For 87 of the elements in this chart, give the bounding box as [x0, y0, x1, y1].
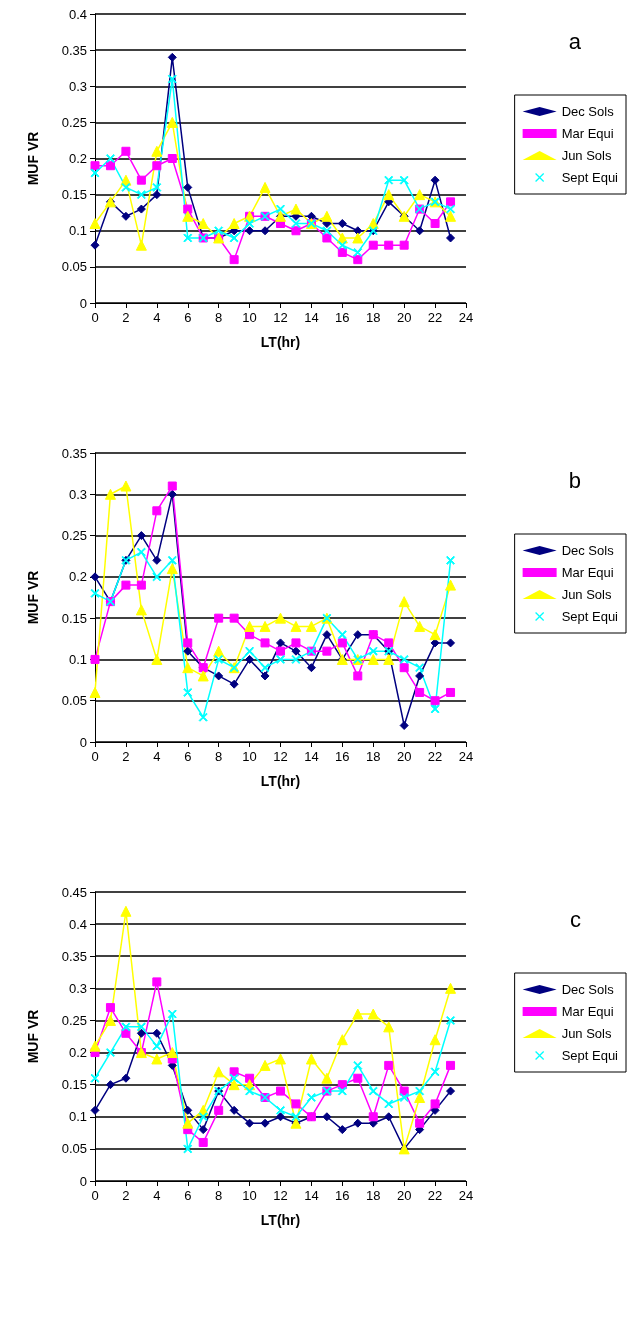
- legend-label: Jun Sols: [561, 1026, 612, 1041]
- x-tick-label: 6: [184, 310, 192, 325]
- x-tick-label: 18: [366, 310, 381, 325]
- x-tick-label: 12: [273, 1188, 288, 1203]
- legend-label: Sept Equi: [561, 1048, 619, 1063]
- x-tick-label: 18: [366, 749, 381, 764]
- x-tick-label: 16: [335, 310, 350, 325]
- y-tick-label: 0.1: [68, 223, 87, 239]
- y-tick-label: 0: [79, 734, 87, 750]
- x-tick-label: 16: [335, 749, 350, 764]
- y-axis-title: MUF VR: [25, 131, 41, 186]
- x-tick-label: 0: [91, 310, 99, 325]
- x-tick-label: 4: [153, 310, 161, 325]
- y-tick-label: 0.05: [61, 259, 87, 275]
- legend-label: Mar Equi: [561, 126, 614, 141]
- x-tick-label: 20: [396, 1188, 412, 1203]
- y-tick-label: 0.05: [61, 693, 87, 709]
- legend-label: Mar Equi: [561, 1004, 614, 1019]
- y-tick-label: 0.3: [68, 980, 87, 996]
- y-tick-label: 0.4: [68, 916, 87, 932]
- x-tick-label: 6: [184, 749, 192, 764]
- y-tick-label: 0: [79, 1173, 87, 1189]
- y-tick-label: 0.25: [61, 114, 87, 130]
- y-tick-label: 0.35: [61, 42, 87, 58]
- y-tick-label: 0.45: [61, 884, 87, 900]
- x-tick-label: 2: [122, 749, 130, 764]
- y-tick-label: 0.05: [61, 1141, 87, 1157]
- legend-label: Dec Sols: [561, 543, 615, 558]
- y-tick-label: 0.3: [68, 78, 87, 94]
- x-tick-label: 12: [273, 310, 288, 325]
- y-tick-label: 0.2: [68, 151, 87, 166]
- y-tick-label: 0.3: [68, 486, 87, 502]
- x-tick-label: 24: [458, 310, 474, 325]
- x-tick-label: 2: [122, 310, 130, 325]
- text: a: [568, 28, 582, 54]
- x-axis-title: LT(hr): [260, 773, 301, 789]
- y-tick-label: 0: [79, 295, 87, 311]
- x-tick-label: 22: [427, 749, 443, 764]
- x-tick-label: 0: [91, 1188, 99, 1203]
- y-axis-title: MUF VR: [25, 1009, 41, 1064]
- x-tick-label: 16: [335, 1188, 350, 1203]
- x-tick-label: 4: [153, 1188, 161, 1203]
- x-tick-label: 10: [242, 1188, 257, 1203]
- y-tick-label: 0.2: [68, 569, 87, 585]
- y-tick-label: 0.25: [61, 1012, 87, 1028]
- text: c: [570, 906, 581, 932]
- legend-label: Dec Sols: [561, 104, 615, 119]
- y-tick-label: 0.1: [68, 651, 87, 667]
- x-axis-title: LT(hr): [260, 1212, 301, 1228]
- y-tick-label: 0.15: [61, 1077, 87, 1093]
- x-tick-label: 10: [242, 749, 257, 764]
- x-tick-label: 22: [427, 310, 443, 325]
- x-tick-label: 8: [215, 1188, 223, 1203]
- x-axis-title: LT(hr): [260, 334, 301, 350]
- y-tick-label: 0.4: [68, 6, 87, 22]
- x-tick-label: 10: [242, 310, 257, 325]
- x-tick-label: 4: [153, 749, 161, 764]
- x-tick-label: 24: [458, 1188, 474, 1203]
- legend-label: Mar Equi: [561, 565, 614, 580]
- y-tick-label: 0.35: [61, 445, 87, 461]
- x-tick-label: 14: [304, 749, 319, 764]
- y-tick-label: 0.1: [68, 1109, 87, 1125]
- x-tick-label: 24: [458, 749, 474, 764]
- y-tick-label: 0.15: [61, 610, 87, 626]
- x-tick-label: 0: [91, 749, 99, 764]
- y-tick-label: 0.25: [61, 528, 87, 544]
- x-tick-label: 20: [396, 749, 412, 764]
- x-tick-label: 18: [366, 1188, 381, 1203]
- legend-label: Jun Sols: [561, 587, 612, 602]
- x-tick-label: 14: [304, 310, 319, 325]
- x-tick-label: 22: [427, 1188, 443, 1203]
- y-axis-title: MUF VR: [25, 570, 41, 625]
- x-tick-label: 14: [304, 1188, 319, 1203]
- x-tick-label: 8: [215, 749, 223, 764]
- y-tick-label: 0.15: [61, 187, 87, 203]
- y-tick-label: 0.35: [61, 948, 87, 964]
- x-tick-label: 12: [273, 749, 288, 764]
- legend-label: Sept Equi: [561, 609, 619, 624]
- x-tick-label: 2: [122, 1188, 130, 1203]
- x-tick-label: 6: [184, 1188, 192, 1203]
- text: b: [568, 467, 582, 493]
- legend-label: Dec Sols: [561, 982, 615, 997]
- legend-label: Jun Sols: [561, 148, 612, 163]
- y-tick-label: 0.2: [68, 1045, 87, 1061]
- x-tick-label: 20: [396, 310, 412, 325]
- legend-label: Sept Equi: [561, 170, 619, 185]
- x-tick-label: 8: [215, 310, 223, 325]
